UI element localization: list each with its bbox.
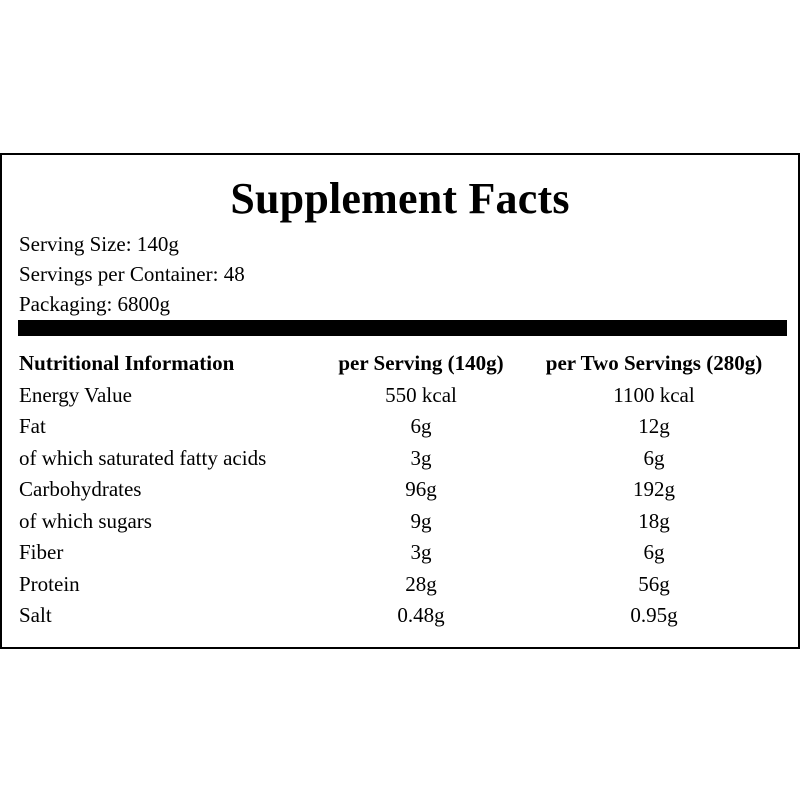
- per-serving-value: 28g: [405, 571, 437, 596]
- per-two-servings-value: 6g: [643, 445, 665, 470]
- table-row: Protein 28g 56g: [19, 569, 787, 601]
- per-two-servings-value: 1100 kcal: [613, 382, 695, 407]
- nutrient-name: Salt: [19, 603, 52, 627]
- per-two-servings-value: 192g: [633, 477, 675, 501]
- nutrient-name: of which sugars: [19, 508, 152, 533]
- table-row: Carbohydrates 96g 192g: [19, 474, 787, 506]
- header-per-serving: per Serving (140g): [338, 351, 504, 375]
- table-row: Salt 0.48g 0.95g: [19, 600, 787, 632]
- per-serving-value: 9g: [410, 508, 432, 533]
- per-serving-value: 3g: [410, 445, 432, 470]
- supplement-facts-panel: Supplement Facts Serving Size: 140g Serv…: [0, 153, 800, 649]
- per-serving-value: 550 kcal: [385, 382, 457, 407]
- separator-bar: [18, 320, 787, 336]
- nutrient-name: Fat: [19, 414, 46, 438]
- per-serving-value: 0.48g: [397, 603, 445, 627]
- nutrient-name: Energy Value: [19, 382, 132, 407]
- per-serving-value: 3g: [410, 540, 432, 564]
- nutrient-name: Fiber: [19, 540, 64, 564]
- table-row: Energy Value 550 kcal 1100 kcal: [19, 380, 787, 412]
- table-row: Fat 6g 12g: [19, 411, 787, 443]
- per-two-servings-value: 18g: [638, 508, 670, 533]
- per-two-servings-value: 6g: [643, 540, 665, 564]
- per-serving-value: 6g: [410, 414, 432, 438]
- table-row: Fiber 3g 6g: [19, 537, 787, 569]
- facts-title: Supplement Facts: [230, 174, 570, 223]
- table-header-row: Nutritional Information per Serving (140…: [19, 348, 787, 380]
- nutrient-name: of which saturated fatty acids: [19, 445, 267, 470]
- nutrient-name: Carbohydrates: [19, 477, 142, 501]
- per-serving-value: 96g: [405, 477, 437, 501]
- nutrient-name: Protein: [19, 571, 80, 596]
- per-two-servings-value: 12g: [638, 414, 670, 438]
- serving-size: Serving Size: 140g: [19, 232, 179, 256]
- header-per-two-servings: per Two Servings (280g): [545, 351, 763, 375]
- per-two-servings-value: 0.95g: [630, 603, 678, 627]
- serving-info: Serving Size: 140g Servings per Containe…: [19, 229, 245, 319]
- table-row: of which saturated fatty acids 3g 6g: [19, 443, 787, 475]
- header-nutritional-information: Nutritional Information: [19, 351, 235, 375]
- per-two-servings-value: 56g: [638, 571, 670, 596]
- servings-per-container: Servings per Container: 48: [19, 262, 245, 286]
- packaging-weight: Packaging: 6800g: [19, 292, 171, 316]
- nutrition-table: Nutritional Information per Serving (140…: [19, 348, 787, 632]
- table-row: of which sugars 9g 18g: [19, 506, 787, 538]
